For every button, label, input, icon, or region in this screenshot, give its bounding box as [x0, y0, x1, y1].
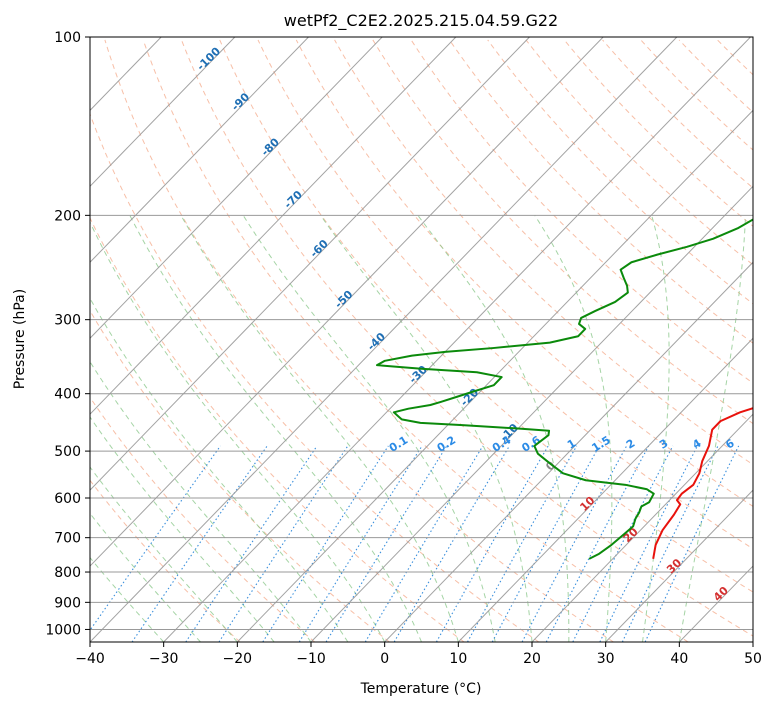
- mixing-ratio-line: [90, 445, 221, 632]
- mixing-ratio-lines: [90, 445, 740, 642]
- moist-adiabat: [90, 360, 312, 642]
- profile-series: [375, 218, 753, 560]
- mixing-ratio-line: [393, 445, 510, 642]
- isobars: [90, 37, 753, 630]
- isotherm-line: [384, 261, 753, 642]
- x-tick-label: −20: [223, 651, 253, 667]
- y-tick-label: 700: [54, 531, 81, 547]
- dry-adiabats: [90, 39, 753, 642]
- y-tick-label: 900: [54, 595, 81, 611]
- x-tick-label: 0: [380, 651, 389, 667]
- y-tick-label: 600: [54, 491, 81, 507]
- mixing-ratio-line: [185, 445, 318, 642]
- y-tick-label: 100: [54, 30, 81, 46]
- dry-adiabat: [180, 39, 753, 637]
- y-tick-label: 800: [54, 565, 81, 581]
- mixing-ratio-line: [218, 445, 349, 642]
- y-axis: 1000 900 800 700 600 500 400 300 200 100: [45, 30, 90, 638]
- isotherm-line: [90, 37, 236, 188]
- y-tick-label: 500: [54, 444, 81, 460]
- mixing-ratio-line: [262, 445, 389, 642]
- mixing-ratio-line: [491, 445, 600, 642]
- moist-adiabat: [320, 215, 533, 642]
- dewpoint-line: [375, 218, 753, 560]
- moist-adiabat: [129, 215, 422, 642]
- isotherm-line: [310, 185, 753, 642]
- mixing-ratio-line: [467, 445, 578, 642]
- isotherm-line: [90, 37, 309, 263]
- y-tick-label: 1000: [45, 622, 81, 638]
- dry-adiabat: [372, 39, 753, 425]
- isotherm-line: [236, 109, 753, 642]
- isotherm-line: [90, 37, 678, 642]
- isotherm-line: [90, 37, 530, 491]
- mixing-ratio-line: [325, 445, 448, 642]
- y-tick-label: 200: [54, 208, 81, 224]
- moist-adiabat: [90, 297, 349, 642]
- isotherm-line: [90, 37, 383, 339]
- x-tick-label: −30: [149, 651, 179, 667]
- dry-adiabat: [410, 39, 753, 384]
- moist-adiabat: [90, 466, 238, 642]
- dry-adiabat: [295, 39, 753, 507]
- isotherm-line: [457, 337, 753, 642]
- dry-adiabat: [90, 396, 316, 642]
- isotherm-line: [163, 37, 751, 642]
- y-tick-label: 300: [54, 313, 81, 329]
- mixing-ratio-line: [621, 445, 719, 642]
- isotherms: [90, 37, 753, 642]
- plot-frame: [89, 36, 754, 643]
- mixing-ratio-line: [298, 445, 423, 642]
- chart-title: wetPf2_C2E2.2025.215.04.59.G22: [284, 11, 558, 31]
- moist-adiabat: [242, 215, 496, 642]
- x-axis-label: Temperature (°C): [360, 681, 482, 697]
- x-tick-label: 20: [523, 651, 541, 667]
- isotherm-line: [90, 37, 604, 567]
- x-tick-label: 40: [670, 651, 688, 667]
- mixing-ratio-line: [599, 445, 698, 642]
- dry-adiabat: [219, 39, 753, 593]
- x-tick-label: 30: [597, 651, 615, 667]
- y-tick-label: 400: [54, 387, 81, 403]
- x-axis: −40 −30 −20 −10 0 10 20 30 40 50: [75, 642, 762, 667]
- isotherm-line: [531, 413, 753, 642]
- mixing-ratio-line: [364, 445, 484, 642]
- y-axis-label: Pressure (hPa): [12, 289, 28, 389]
- moist-adiabat: [642, 215, 670, 642]
- mixing-ratio-line: [131, 445, 268, 642]
- dry-adiabat: [334, 39, 753, 466]
- dry-adiabat: [104, 39, 614, 642]
- isotherm-line: [90, 37, 457, 415]
- moist-adiabat: [534, 215, 613, 642]
- x-tick-label: 50: [744, 651, 762, 667]
- x-tick-label: 10: [449, 651, 467, 667]
- moist-adiabat: [678, 215, 747, 642]
- moist-adiabat: [90, 221, 386, 642]
- moist-adiabat: [180, 215, 459, 642]
- x-tick-label: −10: [296, 651, 326, 667]
- x-tick-label: −40: [75, 651, 105, 667]
- isotherm-line: [605, 489, 753, 642]
- dry-adiabat: [257, 39, 753, 550]
- temperature-line: [652, 407, 753, 560]
